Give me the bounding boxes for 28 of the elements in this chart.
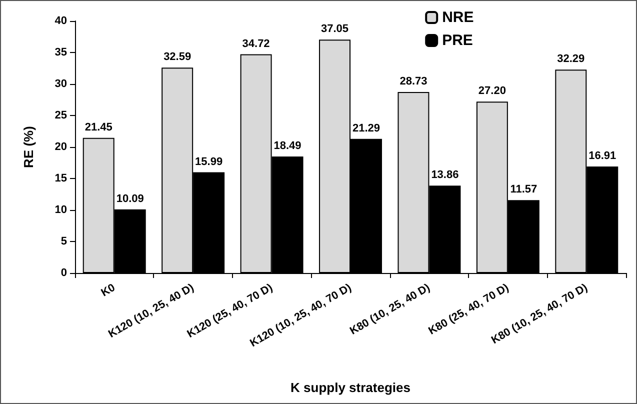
data-label: 18.49: [274, 140, 302, 152]
y-tick-label: 30: [54, 78, 67, 90]
data-label: 28.73: [400, 76, 428, 88]
data-label: 11.57: [510, 184, 538, 196]
data-label: 27.20: [478, 85, 506, 98]
data-label: 21.29: [352, 122, 380, 134]
legend-label: NRE: [442, 9, 474, 26]
y-tick-label: 25: [54, 110, 67, 122]
y-tick-label: 35: [54, 46, 67, 58]
y-tick-label: 5: [60, 236, 67, 248]
data-label: 10.09: [116, 192, 144, 205]
y-axis-title: RE (%): [21, 126, 36, 168]
data-label: 13.86: [431, 169, 459, 182]
data-label: 37.05: [320, 23, 349, 36]
y-tick-label: 20: [54, 141, 67, 153]
data-label: 32.29: [557, 53, 585, 66]
data-label: 16.91: [588, 150, 616, 162]
data-label: 15.99: [195, 156, 223, 168]
x-axis-title: K supply strategies: [290, 380, 410, 395]
y-tick-label: 0: [60, 267, 67, 279]
data-label: 34.72: [242, 38, 270, 50]
y-tick-label: 10: [54, 204, 67, 216]
data-label: 21.45: [84, 121, 112, 134]
data-label: 32.59: [164, 51, 192, 64]
x-tick-label: K0: [99, 282, 118, 300]
y-tick-label: 40: [54, 15, 67, 27]
y-tick-label: 15: [54, 172, 67, 184]
legend-label: PRE: [442, 32, 473, 49]
